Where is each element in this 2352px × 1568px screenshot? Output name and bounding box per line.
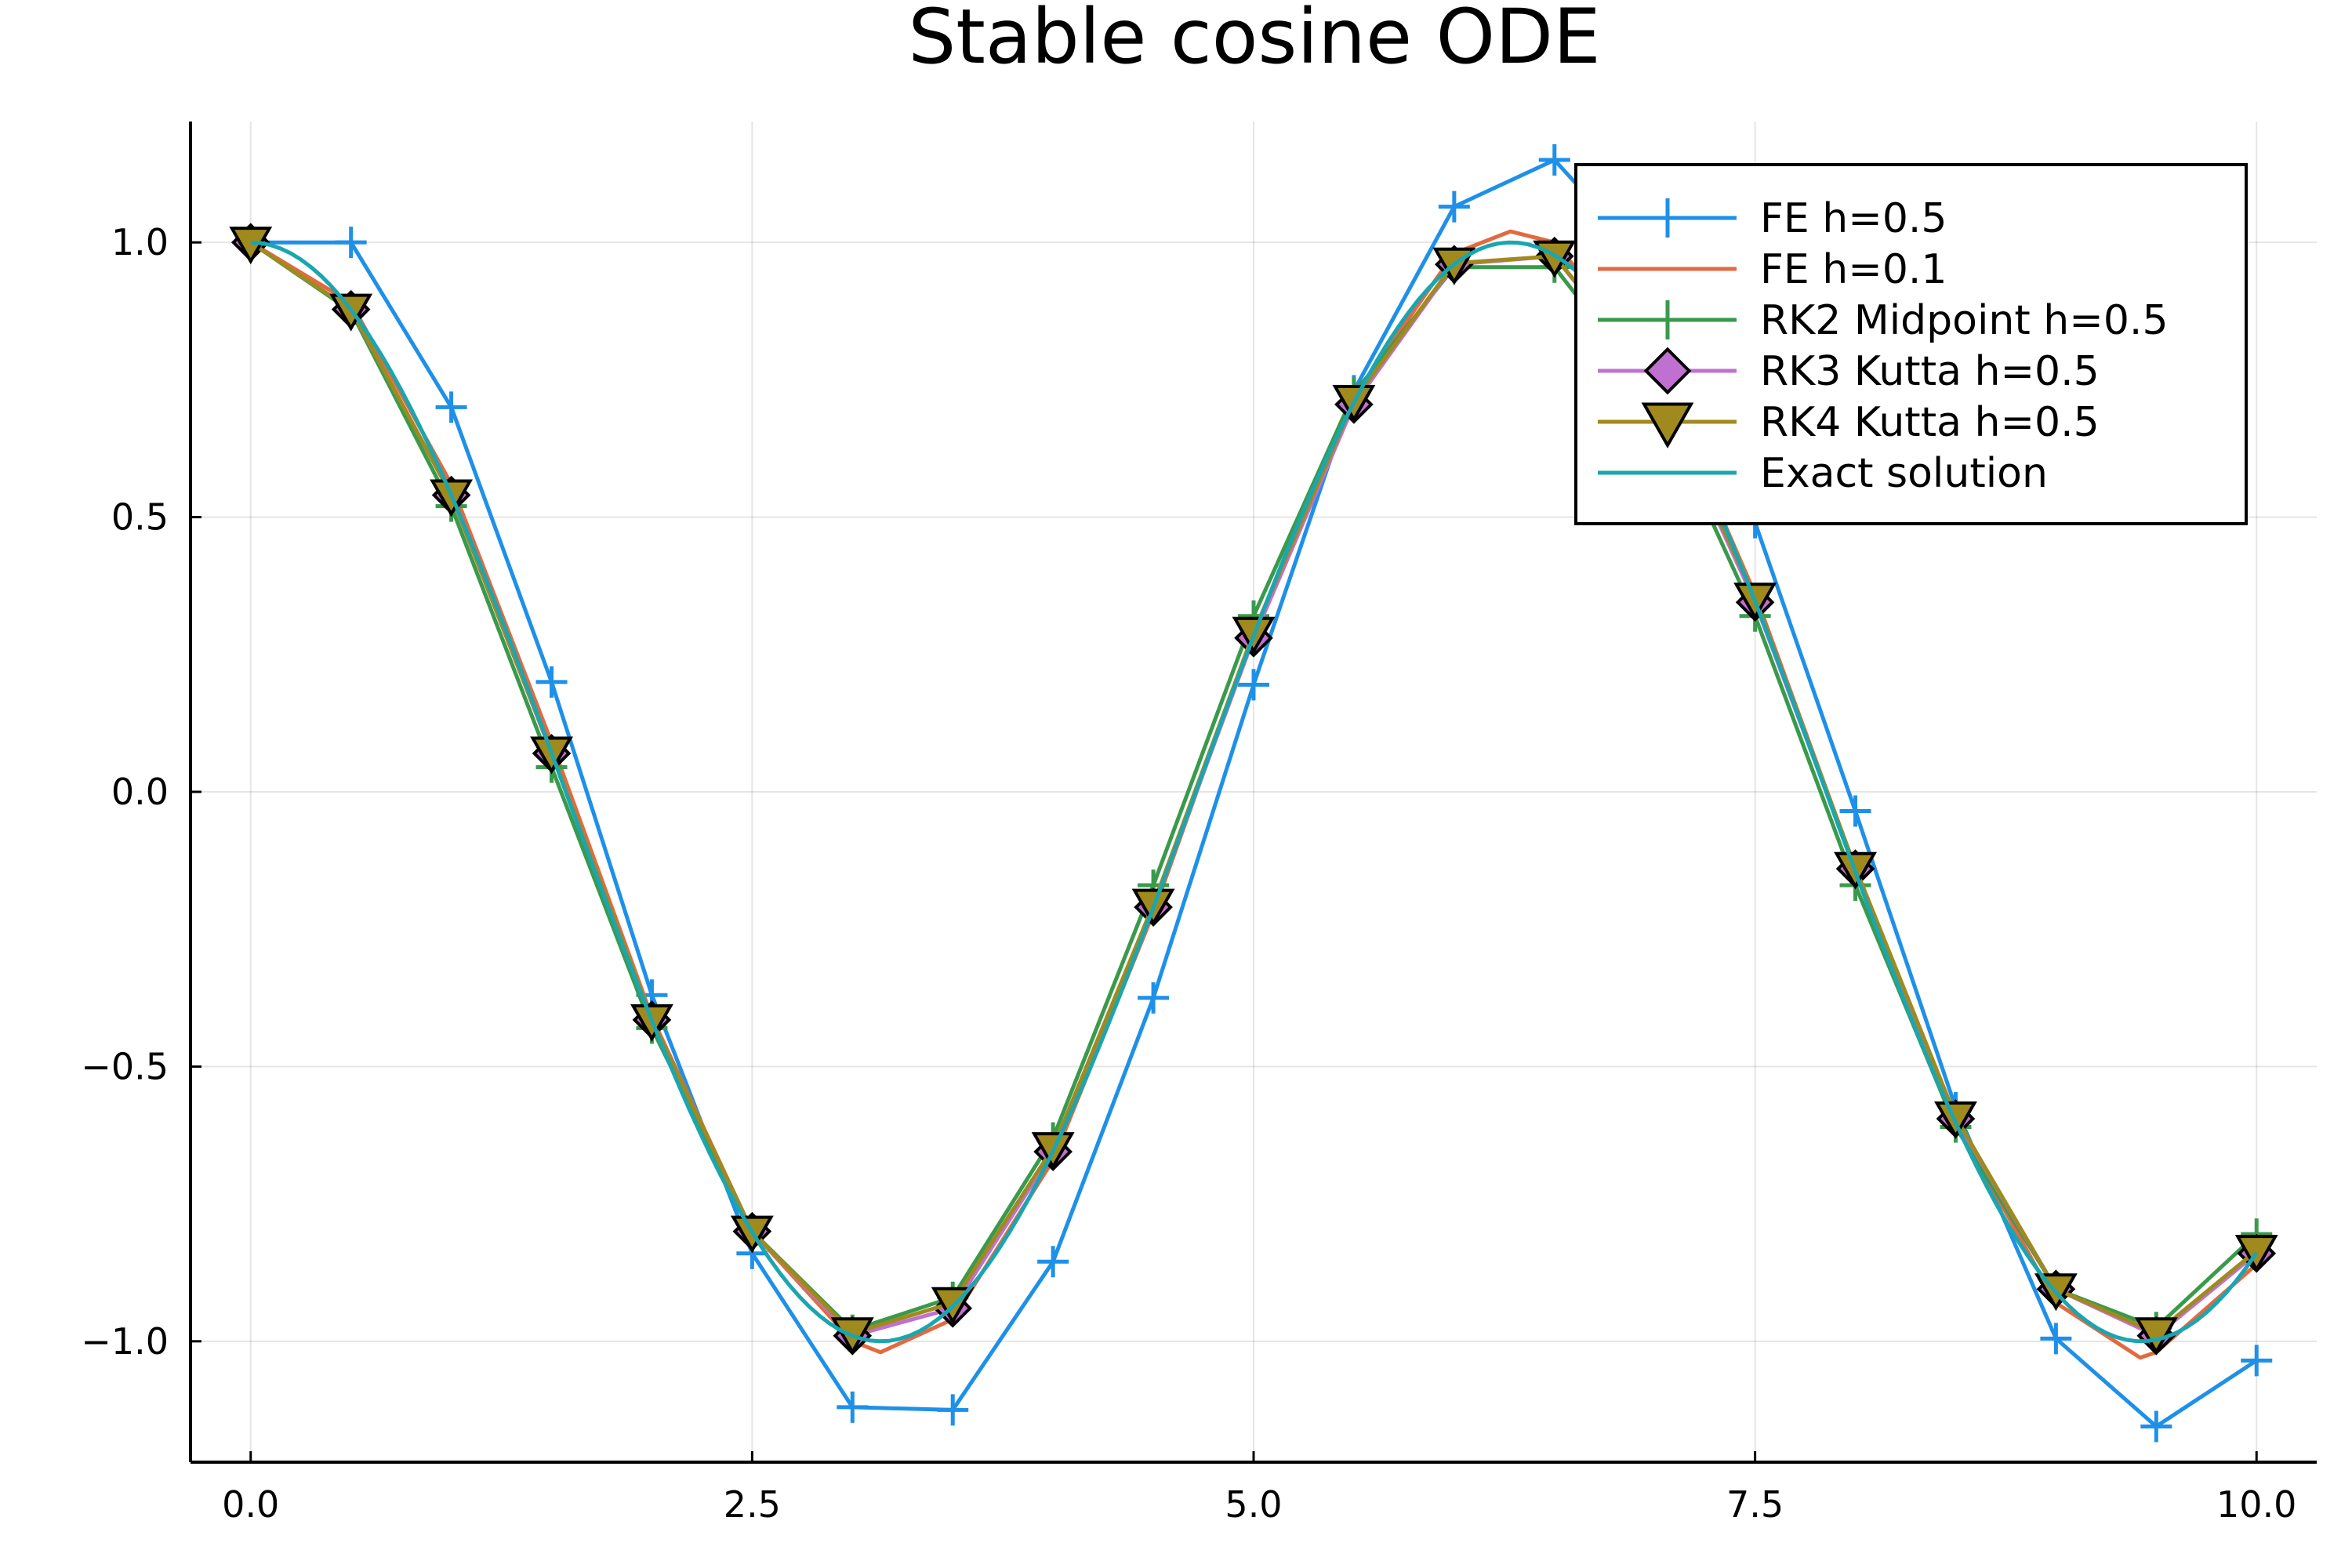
y-tick-label: 1.0 xyxy=(111,221,169,263)
data-point xyxy=(937,1394,969,1426)
y-tick-label: −0.5 xyxy=(81,1045,169,1087)
legend-marker xyxy=(1648,198,1687,238)
x-tick-label: 10.0 xyxy=(2216,1483,2296,1526)
data-point xyxy=(837,1391,869,1423)
y-tick-label: −1.0 xyxy=(81,1320,169,1363)
legend-entry: RK3 Kutta h=0.5 xyxy=(1598,347,2100,395)
legend-label: RK4 Kutta h=0.5 xyxy=(1760,399,2100,446)
legend-label: RK2 Midpoint h=0.5 xyxy=(1760,297,2169,344)
data-point xyxy=(1538,144,1570,176)
legend-label: FE h=0.1 xyxy=(1760,246,1947,293)
legend-box xyxy=(1574,163,2248,525)
data-point xyxy=(435,391,467,423)
y-tick-label: 0.5 xyxy=(111,496,169,539)
data-point xyxy=(2241,1345,2273,1377)
data-point xyxy=(335,227,367,259)
axes xyxy=(189,122,2317,1464)
data-point xyxy=(1238,669,1269,701)
legend-marker xyxy=(1641,402,1694,449)
legend-marker xyxy=(1643,347,1692,395)
chart-title: Stable cosine ODE xyxy=(908,0,1600,81)
legend-entry: FE h=0.5 xyxy=(1598,195,1947,242)
data-point xyxy=(1839,795,1871,827)
x-tick-label: 2.5 xyxy=(724,1483,781,1526)
data-point xyxy=(1138,982,1170,1014)
x-tick-label: 7.5 xyxy=(1726,1483,1784,1526)
data-point xyxy=(2040,1323,2072,1355)
legend-entry: Exact solution xyxy=(1598,450,2048,497)
legend-entry: RK2 Midpoint h=0.5 xyxy=(1598,297,2169,344)
series-line xyxy=(250,240,2259,1344)
legend-entry: RK4 Kutta h=0.5 xyxy=(1598,399,2100,449)
legend-label: RK3 Kutta h=0.5 xyxy=(1760,348,2100,395)
legend-entry: FE h=0.1 xyxy=(1598,246,1947,293)
data-point xyxy=(535,666,568,698)
series-5 xyxy=(250,240,2259,1344)
legend-label: FE h=0.5 xyxy=(1760,195,1947,242)
data-point xyxy=(1037,1246,1069,1278)
legend-label: Exact solution xyxy=(1760,450,2048,497)
tick-labels: 0.0 2.5 5.0 7.5 10.0 1.0 0.5 0.0 −0.5 −1.0 xyxy=(81,221,2296,1526)
grid-lines xyxy=(191,122,2317,1462)
data-point xyxy=(2140,1410,2172,1443)
data-point xyxy=(1438,191,1470,223)
x-tick-label: 5.0 xyxy=(1225,1483,1282,1526)
y-tick-label: 0.0 xyxy=(111,771,169,813)
legend-marker xyxy=(1648,300,1687,339)
x-tick-label: 0.0 xyxy=(222,1483,279,1526)
